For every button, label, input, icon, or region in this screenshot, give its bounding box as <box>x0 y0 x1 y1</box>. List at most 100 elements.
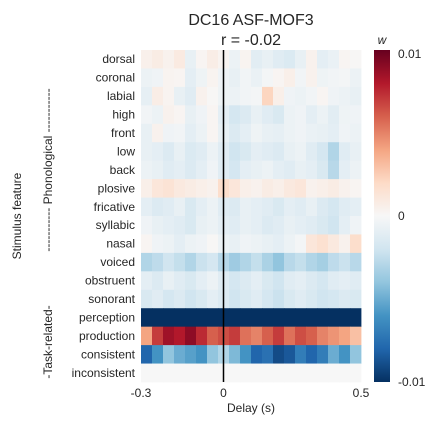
heatmap-cell <box>339 363 351 383</box>
heatmap-cell <box>262 105 274 125</box>
heatmap-cell <box>262 142 274 162</box>
heatmap-cell <box>273 50 285 69</box>
heatmap-cell <box>350 123 362 143</box>
heatmap-cell <box>273 197 285 217</box>
heatmap-cell <box>339 252 351 272</box>
colorbar-tick-zero: 0 <box>398 209 405 223</box>
heatmap-cell <box>284 142 296 162</box>
heatmap-cell <box>251 289 263 309</box>
heatmap-cell <box>152 345 164 364</box>
row-label-nasal: nasal <box>106 237 135 251</box>
heatmap-cell <box>229 123 241 143</box>
heatmap-cell <box>174 160 186 180</box>
heatmap-cell <box>339 308 351 328</box>
heatmap-cell <box>295 179 307 198</box>
heatmap-cell <box>262 179 274 198</box>
heatmap-cell <box>306 179 318 198</box>
heatmap-cell <box>207 179 219 198</box>
heatmap-cell <box>284 123 296 143</box>
heatmap-cell <box>284 105 296 125</box>
heatmap-cell <box>141 179 153 198</box>
heatmap-cell <box>251 86 263 106</box>
heatmap-cell <box>350 345 362 364</box>
heatmap-cell <box>273 289 285 309</box>
heatmap-cell <box>317 216 329 235</box>
heatmap-cell <box>152 142 164 162</box>
heatmap-cell <box>141 86 153 106</box>
heatmap-cell <box>240 123 252 143</box>
heatmap-cell <box>174 50 186 69</box>
heatmap-cell <box>328 86 340 106</box>
heatmap-cell <box>163 68 175 88</box>
heatmap-cell <box>328 160 340 180</box>
heatmap-cell <box>328 68 340 88</box>
heatmap-cell <box>284 68 296 88</box>
heatmap-cell <box>339 86 351 106</box>
heatmap-cell <box>339 326 351 346</box>
heatmap-cell <box>262 234 274 254</box>
heatmap-cell <box>152 86 164 106</box>
heatmap-cell <box>328 197 340 217</box>
heatmap-cell <box>251 50 263 69</box>
heatmap-cell <box>306 50 318 69</box>
heatmap-cell <box>196 160 208 180</box>
heatmap-cell <box>339 50 351 69</box>
heatmap-cell <box>196 345 208 364</box>
heatmap-cell <box>174 142 186 162</box>
heatmap-cell <box>317 105 329 125</box>
heatmap-cell <box>229 271 241 291</box>
heatmap-cell <box>273 326 285 346</box>
heatmap-cell <box>152 197 164 217</box>
heatmap-cell <box>251 345 263 364</box>
heatmap-cell <box>350 326 362 346</box>
heatmap-cell <box>185 234 197 254</box>
heatmap-cell <box>152 308 164 328</box>
heatmap-cell <box>174 68 186 88</box>
heatmap-cell <box>152 179 164 198</box>
heatmap-cell <box>207 160 219 180</box>
heatmap-cell <box>284 216 296 235</box>
heatmap-cell <box>306 234 318 254</box>
heatmap-cell <box>306 271 318 291</box>
heatmap-cell <box>196 142 208 162</box>
row-label-syllabic: syllabic <box>96 218 135 232</box>
heatmap-cell <box>251 252 263 272</box>
heatmap-cell <box>328 105 340 125</box>
heatmap-cell <box>317 345 329 364</box>
heatmap-cell <box>251 160 263 180</box>
heatmap-cell <box>262 197 274 217</box>
x-tick-label: 0 <box>220 386 227 400</box>
heatmap-cell <box>207 50 219 69</box>
heatmap-cell <box>295 252 307 272</box>
heatmap-cell <box>339 234 351 254</box>
heatmap-cell <box>196 363 208 383</box>
heatmap-cell <box>350 271 362 291</box>
heatmap-cell <box>251 234 263 254</box>
heatmap-cell <box>295 308 307 328</box>
heatmap-cell <box>284 234 296 254</box>
heatmap-cell <box>251 142 263 162</box>
heatmap-cell <box>185 271 197 291</box>
colorbar-tick-max: 0.01 <box>398 47 422 61</box>
heatmap-cell <box>306 363 318 383</box>
heatmap-cell <box>328 289 340 309</box>
heatmap-cell <box>328 345 340 364</box>
heatmap-cell <box>295 345 307 364</box>
heatmap-cell <box>229 105 241 125</box>
heatmap-cell <box>295 68 307 88</box>
heatmap-cell <box>196 105 208 125</box>
heatmap-cell <box>306 142 318 162</box>
heatmap-cell <box>152 68 164 88</box>
heatmap-cell <box>141 289 153 309</box>
heatmap-cell <box>141 308 153 328</box>
heatmap-cell <box>196 123 208 143</box>
heatmap-cell <box>141 345 153 364</box>
heatmap-cell <box>251 216 263 235</box>
heatmap-cell <box>240 308 252 328</box>
heatmap-cell <box>240 271 252 291</box>
heatmap-cell <box>152 123 164 143</box>
heatmap-cell <box>317 50 329 69</box>
heatmap-cell <box>262 160 274 180</box>
heatmap-cell <box>306 326 318 346</box>
